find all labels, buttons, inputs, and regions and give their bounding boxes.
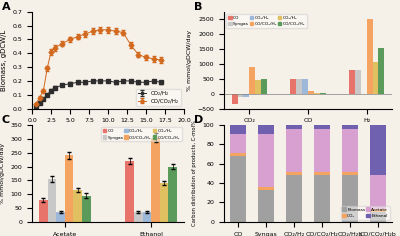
Y-axis label: Biomass, gDCW/L: Biomass, gDCW/L (1, 30, 7, 91)
Bar (314, 129, 330, 173)
X-axis label: Time, days: Time, days (89, 129, 127, 135)
Bar (56, 212, 65, 222)
Bar (308, 91, 314, 94)
Legend: CO, Syngas, CO₂/H₂, CO/CO₂/H₂, CO₂/H₂, CO/CO₂/H₂: CO, Syngas, CO₂/H₂, CO/CO₂/H₂, CO₂/H₂, C… (101, 127, 182, 141)
Bar (232, 94, 238, 104)
Bar (230, 153, 246, 156)
Bar (342, 175, 358, 222)
Bar (142, 212, 151, 222)
Bar (230, 134, 246, 153)
Bar (258, 187, 274, 190)
Bar (290, 79, 296, 94)
Bar (243, 94, 249, 97)
Bar (65, 156, 74, 222)
Bar (249, 67, 255, 94)
Bar (342, 125, 358, 129)
Bar (370, 175, 386, 209)
Bar (302, 79, 308, 94)
Bar (367, 19, 373, 94)
Bar (230, 156, 246, 222)
Bar (286, 173, 302, 175)
Bar (320, 93, 326, 94)
Bar (258, 125, 274, 134)
Bar (296, 79, 302, 94)
Bar (238, 94, 243, 97)
Bar (342, 129, 358, 173)
Bar (258, 190, 274, 222)
Bar (314, 173, 330, 175)
Bar (370, 125, 386, 175)
Bar (378, 47, 384, 94)
Bar (286, 129, 302, 173)
Bar (342, 173, 358, 175)
Text: D: D (194, 115, 203, 125)
Bar (151, 138, 160, 222)
Bar (261, 79, 267, 94)
Text: C: C (2, 115, 10, 125)
Bar (286, 175, 302, 222)
Bar (314, 125, 330, 129)
Text: B: B (194, 2, 202, 12)
Bar (314, 175, 330, 222)
Bar (373, 62, 378, 94)
Bar (82, 196, 91, 222)
Bar (370, 209, 386, 212)
Y-axis label: % mmol/gDCW/day: % mmol/gDCW/day (0, 143, 5, 204)
Legend: CO₂/H₂, CO/CO₂/H₂: CO₂/H₂, CO/CO₂/H₂ (136, 88, 181, 106)
Bar (349, 70, 355, 94)
Bar (134, 212, 142, 222)
Y-axis label: % mmol/gDCW/day: % mmol/gDCW/day (187, 30, 192, 91)
Bar (168, 167, 177, 222)
Bar (255, 80, 261, 94)
Bar (258, 134, 274, 187)
Bar (370, 212, 386, 222)
Bar (74, 190, 82, 222)
Y-axis label: Carbon distribution of products, C-mol%: Carbon distribution of products, C-mol% (192, 121, 197, 226)
Text: A: A (2, 2, 10, 12)
Bar (230, 125, 246, 134)
Legend: Biomass, CO₂, Acetate, Ethanol: Biomass, CO₂, Acetate, Ethanol (340, 206, 390, 220)
Bar (314, 93, 320, 94)
Bar (355, 70, 361, 94)
Bar (125, 161, 134, 222)
Bar (39, 200, 48, 222)
Bar (48, 179, 56, 222)
Legend: CO, Syngas, CO₂/H₂, CO/CO₂/H₂, CO₂/H₂, CO/CO₂/H₂: CO, Syngas, CO₂/H₂, CO/CO₂/H₂, CO₂/H₂, C… (226, 14, 307, 28)
Bar (286, 125, 302, 129)
Bar (160, 183, 168, 222)
